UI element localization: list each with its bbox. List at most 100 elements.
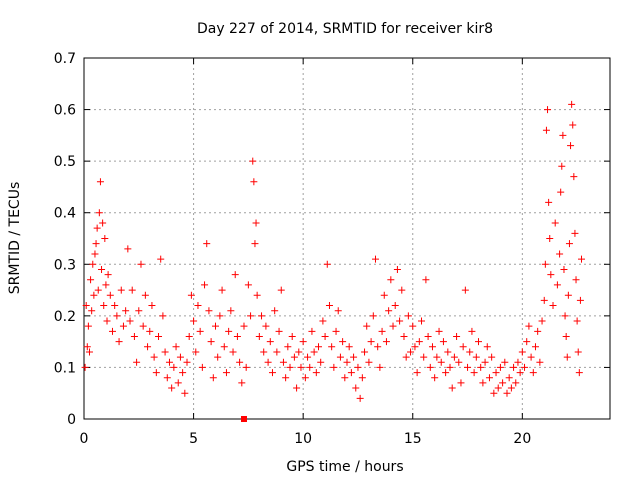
data-point xyxy=(139,322,147,330)
data-point xyxy=(398,286,406,294)
data-point xyxy=(144,343,152,351)
data-point xyxy=(404,312,412,320)
data-point xyxy=(271,307,279,315)
data-point xyxy=(428,343,436,351)
data-point xyxy=(104,271,112,279)
data-point xyxy=(106,291,114,299)
data-point xyxy=(279,358,287,366)
data-point xyxy=(260,348,268,356)
data-point xyxy=(475,338,482,346)
x-tick-label: 0 xyxy=(80,431,89,447)
data-point xyxy=(396,317,404,325)
data-point xyxy=(378,327,386,335)
data-point xyxy=(389,322,397,330)
data-point xyxy=(185,332,193,340)
data-point xyxy=(163,374,171,382)
data-point xyxy=(325,302,333,310)
data-point xyxy=(468,327,476,335)
data-point xyxy=(477,363,485,371)
data-point xyxy=(531,343,539,351)
data-point xyxy=(407,348,415,356)
data-point xyxy=(481,358,489,366)
data-point xyxy=(286,363,294,371)
data-point xyxy=(352,384,360,392)
grid xyxy=(84,58,610,419)
y-axis-label: SRMTID / TECUs xyxy=(7,182,23,295)
data-point xyxy=(466,348,474,356)
data-point xyxy=(488,353,496,361)
data-point xyxy=(424,332,432,340)
data-point xyxy=(306,363,314,371)
data-point xyxy=(176,353,184,361)
data-point xyxy=(369,312,377,320)
data-point xyxy=(564,291,572,299)
data-point xyxy=(546,235,554,242)
data-point xyxy=(207,338,215,346)
data-point xyxy=(356,394,364,402)
data-point xyxy=(494,384,502,392)
data-point xyxy=(562,332,570,340)
data-point xyxy=(212,322,219,330)
data-point xyxy=(222,369,230,377)
data-point xyxy=(192,348,200,356)
data-point xyxy=(323,260,331,268)
data-point xyxy=(122,307,130,315)
data-point xyxy=(573,317,581,325)
data-point xyxy=(126,317,134,325)
data-point xyxy=(220,343,228,351)
data-point xyxy=(133,358,141,366)
data-point xyxy=(464,363,472,371)
data-point xyxy=(457,379,465,387)
data-point xyxy=(227,307,235,315)
data-point xyxy=(315,343,323,351)
data-point xyxy=(273,348,281,356)
data-point xyxy=(545,198,553,206)
data-point xyxy=(146,327,154,335)
data-point xyxy=(450,353,458,361)
data-point xyxy=(161,348,169,356)
data-point xyxy=(312,369,320,377)
data-point xyxy=(578,255,586,263)
data-point xyxy=(155,332,163,340)
data-point xyxy=(490,389,498,397)
data-point xyxy=(426,363,434,371)
data-point xyxy=(301,374,309,382)
data-point xyxy=(258,312,266,320)
data-point xyxy=(124,245,132,253)
data-point xyxy=(319,317,327,325)
data-point xyxy=(556,250,564,258)
data-point xyxy=(308,327,316,335)
data-point xyxy=(544,106,552,114)
data-point xyxy=(165,358,173,366)
data-point xyxy=(361,348,369,356)
annotations xyxy=(240,416,247,422)
data-point xyxy=(170,363,178,371)
data-point xyxy=(413,369,421,377)
data-point xyxy=(91,250,99,258)
data-point xyxy=(96,178,104,186)
data-point xyxy=(574,348,582,356)
data-point xyxy=(150,353,158,361)
x-tick-label: 10 xyxy=(294,431,312,447)
data-point xyxy=(347,369,355,377)
data-point xyxy=(249,157,257,165)
data-point xyxy=(128,286,136,294)
x-axis-label: GPS time / hours xyxy=(286,459,403,475)
data-point xyxy=(288,332,296,340)
data-point xyxy=(225,327,233,335)
data-point xyxy=(216,312,224,320)
data-point xyxy=(310,348,318,356)
data-point xyxy=(446,363,454,371)
x-tick-label: 20 xyxy=(513,431,531,447)
data-point xyxy=(400,332,408,340)
data-point xyxy=(181,389,189,397)
data-point xyxy=(433,353,441,361)
data-point xyxy=(236,358,244,366)
data-point xyxy=(547,271,555,279)
data-point xyxy=(231,271,239,279)
data-point xyxy=(95,209,103,217)
data-point xyxy=(501,358,509,366)
data-point xyxy=(455,358,463,366)
data-point xyxy=(82,302,90,310)
